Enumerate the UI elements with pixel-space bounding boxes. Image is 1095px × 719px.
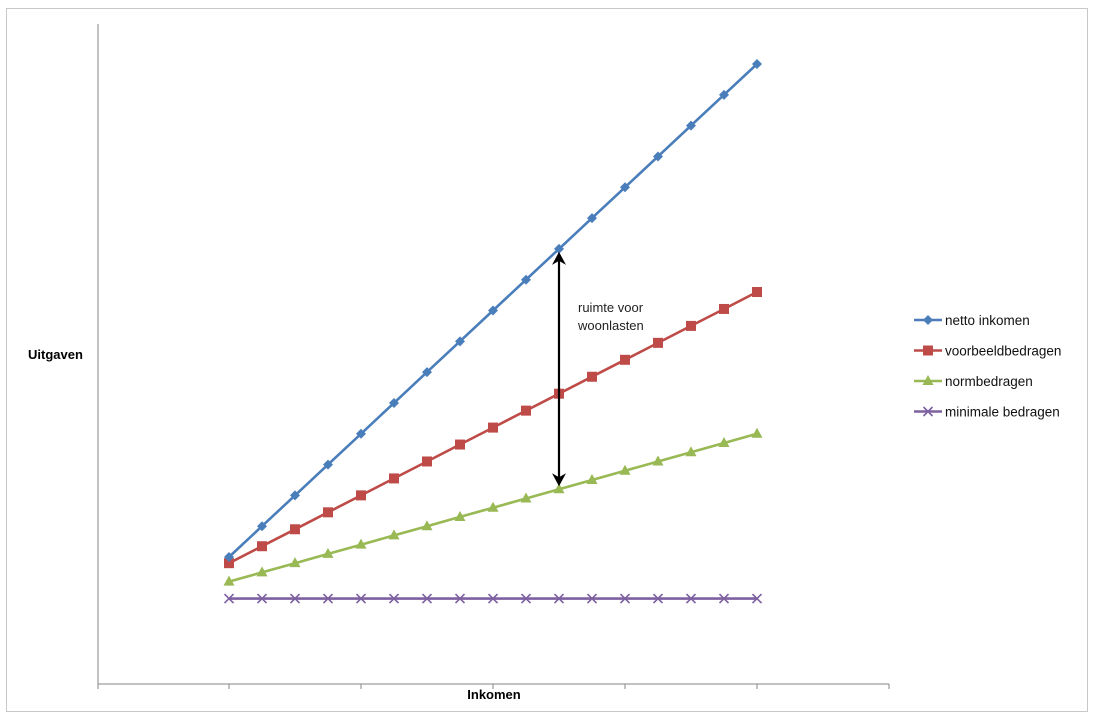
- x-axis-ticks: [97, 684, 890, 689]
- legend-item: normbedragen: [914, 374, 1033, 389]
- axes: [97, 24, 890, 689]
- data-point: [224, 552, 234, 562]
- data-point: [323, 507, 333, 518]
- y-axis-title: Uitgaven: [28, 347, 83, 362]
- data-point: [487, 501, 499, 512]
- data-point: [719, 89, 729, 100]
- data-point: [421, 520, 433, 531]
- legend-marker: [923, 315, 933, 325]
- data-point: [653, 151, 663, 162]
- data-point: [422, 456, 432, 467]
- data-point: [686, 320, 696, 331]
- data-point: [256, 566, 268, 577]
- data-point: [620, 182, 630, 193]
- data-point: [718, 593, 730, 604]
- data-point: [356, 428, 366, 439]
- annotation-arrowhead-top: [552, 251, 566, 265]
- data-point: [718, 436, 730, 447]
- data-point: [719, 303, 729, 314]
- data-point: [224, 558, 234, 569]
- data-point: [685, 446, 697, 457]
- chart-frame: [6, 8, 1088, 712]
- data-point: [257, 541, 267, 552]
- data-point: [290, 524, 300, 535]
- data-point: [322, 593, 334, 604]
- series-normbedragen: [223, 427, 763, 586]
- data-point: [356, 490, 366, 501]
- data-point: [553, 483, 565, 494]
- data-point: [752, 59, 762, 69]
- data-point: [421, 593, 433, 604]
- data-point: [520, 492, 532, 503]
- data-point: [355, 538, 367, 549]
- data-point: [521, 405, 531, 416]
- data-point: [619, 464, 631, 475]
- legend-label: normbedragen: [945, 374, 1033, 389]
- data-point: [223, 593, 235, 604]
- data-point: [587, 371, 597, 382]
- data-point: [553, 593, 565, 604]
- data-point: [455, 439, 465, 450]
- data-point: [455, 336, 465, 347]
- annotation-text-line-2: woonlasten: [577, 318, 644, 333]
- data-point: [653, 337, 663, 348]
- legend-marker: [922, 406, 934, 417]
- legend-item: voorbeeldbedragen: [914, 344, 1061, 359]
- data-point: [389, 473, 399, 484]
- data-point: [587, 213, 597, 224]
- data-point: [521, 274, 531, 285]
- annotation-text-line-1: ruimte voor: [578, 300, 644, 315]
- data-point: [752, 287, 762, 298]
- series-voorbeeldbedragen: [224, 287, 762, 569]
- data-point: [488, 422, 498, 433]
- data-point: [257, 521, 267, 532]
- data-point: [422, 367, 432, 378]
- data-point: [289, 593, 301, 604]
- data-point: [554, 243, 564, 254]
- data-point: [256, 593, 268, 604]
- data-point: [289, 557, 301, 568]
- data-point: [751, 593, 763, 604]
- data-point: [586, 593, 598, 604]
- legend-marker: [922, 375, 934, 385]
- data-point: [388, 529, 400, 540]
- data-point: [355, 593, 367, 604]
- legend-label: minimale bedragen: [945, 405, 1060, 420]
- data-point: [652, 455, 664, 466]
- legend-label: netto inkomen: [945, 313, 1030, 328]
- data-point: [487, 593, 499, 604]
- legend: netto inkomen voorbeeldbedragen normbedrag…: [914, 313, 1061, 420]
- data-point: [323, 459, 333, 470]
- legend-marker: [923, 345, 933, 356]
- data-point: [389, 397, 399, 408]
- data-point: [619, 593, 631, 604]
- data-point: [322, 547, 334, 558]
- x-axis-title: Inkomen: [467, 687, 521, 702]
- data-point: [686, 120, 696, 131]
- data-point: [488, 305, 498, 316]
- annotation-group: ruimte voor woonlasten: [552, 251, 644, 487]
- data-point: [751, 427, 763, 438]
- data-point: [620, 354, 630, 365]
- legend-item: minimale bedragen: [914, 405, 1060, 420]
- series-layer: [223, 59, 763, 604]
- data-point: [652, 593, 664, 604]
- data-point: [388, 593, 400, 604]
- annotation-arrowhead-bottom: [552, 473, 566, 487]
- data-point: [454, 510, 466, 521]
- data-point: [520, 593, 532, 604]
- data-point: [223, 575, 235, 586]
- series-minimale-bedragen: [223, 593, 763, 604]
- series-netto-inkomen: [224, 59, 762, 562]
- legend-label: voorbeeldbedragen: [945, 344, 1061, 359]
- legend-item: netto inkomen: [914, 313, 1030, 328]
- data-point: [685, 593, 697, 604]
- data-point: [586, 473, 598, 484]
- data-point: [290, 490, 300, 501]
- data-point: [454, 593, 466, 604]
